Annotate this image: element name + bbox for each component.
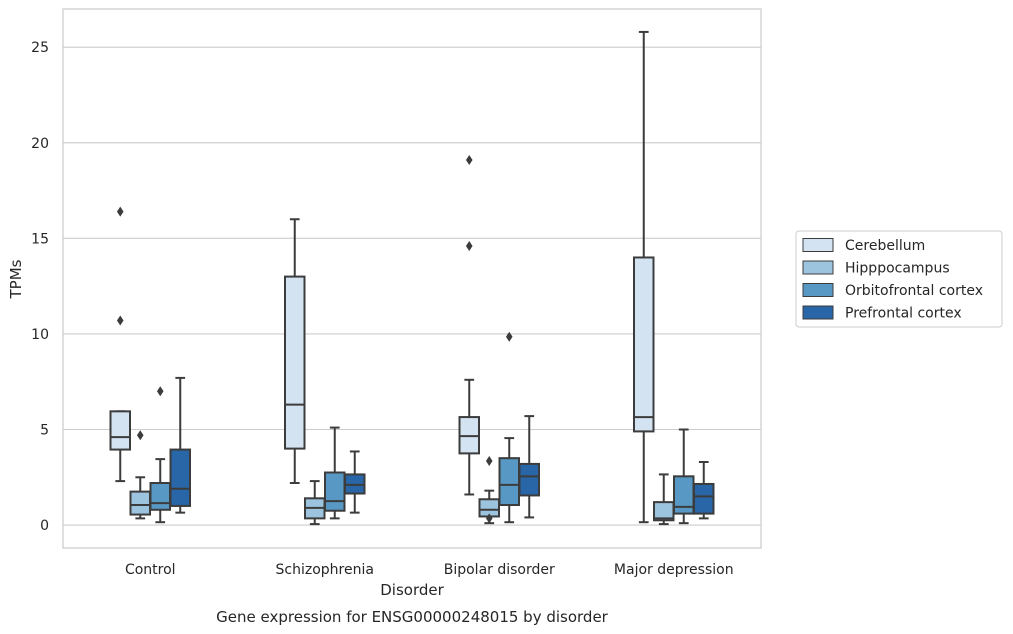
box-plot (284, 218, 306, 485)
category-group (458, 154, 540, 525)
legend-swatch (802, 238, 834, 252)
box-plot (344, 450, 366, 514)
y-tick-label: 10 (31, 327, 49, 343)
box-plot (169, 376, 191, 514)
box-plot (304, 480, 326, 526)
outlier-point (505, 331, 513, 342)
legend-swatch (802, 305, 834, 320)
x-axis-label: Disorder (380, 581, 444, 599)
box-plot (653, 473, 675, 526)
box-plot (129, 430, 151, 520)
x-tick-label: Major depression (614, 562, 734, 578)
y-tick-labels: 0 5 10 15 20 25 (31, 40, 49, 534)
outlier-point (116, 206, 124, 217)
y-tick-label: 15 (31, 231, 49, 247)
y-axis-label: TPMs (7, 259, 25, 299)
x-tick-label: Control (125, 562, 176, 578)
legend-label: Cerebellum (845, 238, 925, 254)
category-group (284, 218, 366, 526)
box-iqr (518, 462, 540, 497)
box-iqr (284, 275, 306, 450)
legend-swatch (802, 260, 834, 275)
x-tick-label: Bipolar disorder (444, 562, 555, 578)
outlier-point (485, 456, 493, 467)
box-plot (324, 426, 346, 520)
outlier-point (465, 154, 473, 165)
box-plot (693, 460, 715, 520)
box-iqr (129, 490, 151, 516)
outlier-point (485, 513, 493, 524)
box-plot (149, 386, 171, 524)
category-group (633, 30, 715, 526)
box-iqr (498, 457, 520, 506)
x-tick-label: Schizophrenia (276, 562, 374, 578)
box-plot (633, 30, 655, 524)
legend-frame (795, 230, 1003, 328)
outlier-point (465, 241, 473, 252)
plot-area-frame (62, 8, 762, 549)
legend-label: Prefrontal cortex (845, 306, 962, 322)
legend-label: Hipppocampus (845, 261, 950, 277)
box-iqr (673, 475, 695, 515)
y-tick-label: 5 (40, 422, 49, 438)
legend: Cerebellum Hipppocampus Orbitofrontal cort… (795, 230, 1003, 328)
box-plot (518, 415, 540, 519)
legend-swatch (802, 283, 834, 297)
box-plot (498, 331, 520, 524)
x-tick-labels: Control Schizophrenia Bipolar disorder Majo… (125, 562, 734, 578)
box-iqr (149, 482, 171, 511)
outlier-point (156, 386, 164, 397)
box-plot (109, 206, 131, 483)
category-group (109, 206, 191, 524)
y-tick-label: 20 (31, 136, 49, 152)
box-iqr (109, 410, 131, 451)
box-iqr (693, 482, 715, 515)
box-iqr (169, 448, 191, 507)
y-tick-label: 25 (31, 40, 49, 56)
box-plot (478, 456, 500, 525)
outlier-point (116, 315, 124, 326)
box-plot (673, 428, 695, 525)
box-iqr (324, 471, 346, 512)
box-plot (458, 154, 480, 496)
outlier-point (136, 430, 144, 441)
legend-label: Orbitofrontal cortex (845, 283, 983, 299)
grid-lines (63, 46, 761, 526)
figure-caption: Gene expression for ENSG00000248015 by d… (216, 608, 609, 626)
y-tick-label: 0 (40, 518, 49, 534)
box-plot-groups (109, 30, 715, 526)
box-iqr (633, 256, 655, 433)
